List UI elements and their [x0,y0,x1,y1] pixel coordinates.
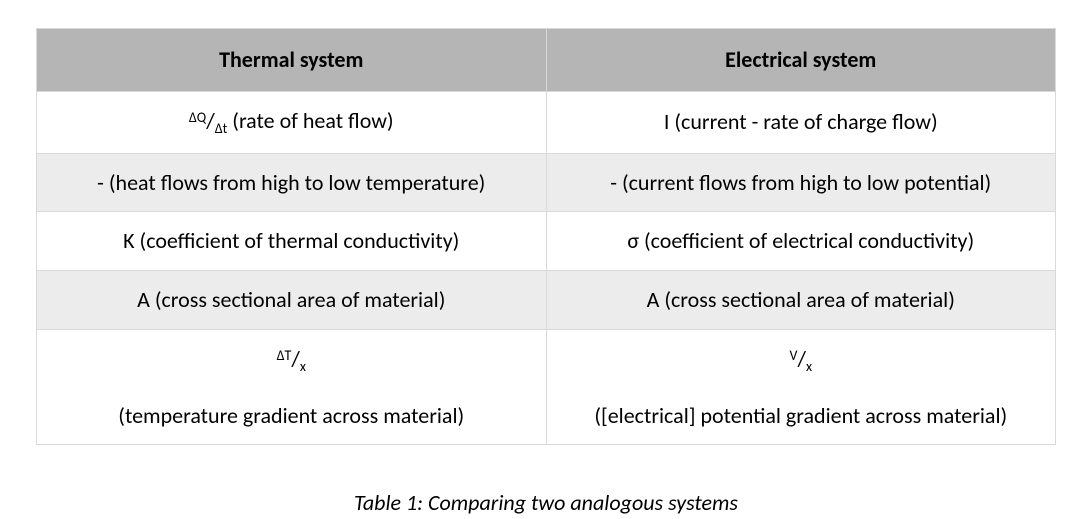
cell-text: (rate of heat flow) [232,107,393,134]
fraction: V/x [789,345,812,372]
cell-electrical: A (cross sectional area of material) [546,270,1056,329]
fraction-slash: / [206,107,215,134]
table-row: A (cross sectional area of material) A (… [37,270,1056,329]
table-row: K (coefficient of thermal conductivity) … [37,212,1056,271]
cell-subtext: (temperature gradient across material) [118,402,464,429]
table-row: ΔT/x (temperature gradient across materi… [37,329,1056,445]
cell-thermal: - (heat flows from high to low temperatu… [37,153,547,212]
col-header-thermal: Thermal system [37,29,547,92]
cell-subtext: ([electrical] potential gradient across … [594,402,1007,429]
cell-electrical: I (current - rate of charge flow) [546,91,1056,153]
cell-thermal: ΔT/x (temperature gradient across materi… [37,329,547,445]
fraction-slash: / [291,345,300,372]
table-header-row: Thermal system Electrical system [37,29,1056,92]
cell-thermal: A (cross sectional area of material) [37,270,547,329]
fraction-numerator: ΔT [277,347,292,364]
table-row: ΔQ/Δt (rate of heat flow) I (current - r… [37,91,1056,153]
fraction-denominator: Δt [215,120,228,137]
fraction: ΔT/x [277,345,306,372]
table-caption: Table 1: Comparing two analogous systems [36,489,1056,516]
fraction: ΔQ/Δt [189,107,232,134]
fraction-numerator: ΔQ [189,109,206,126]
col-header-electrical: Electrical system [546,29,1056,92]
comparison-table: Thermal system Electrical system ΔQ/Δt (… [36,28,1056,445]
cell-electrical: V/x ([electrical] potential gradient acr… [546,329,1056,445]
table-row: - (heat flows from high to low temperatu… [37,153,1056,212]
cell-thermal: ΔQ/Δt (rate of heat flow) [37,91,547,153]
cell-thermal: K (coefficient of thermal conductivity) [37,212,547,271]
cell-electrical: - (current flows from high to low potent… [546,153,1056,212]
fraction-denominator: x [300,358,306,375]
fraction-slash: / [797,345,806,372]
fraction-denominator: x [806,358,812,375]
cell-electrical: σ (coefficient of electrical conductivit… [546,212,1056,271]
